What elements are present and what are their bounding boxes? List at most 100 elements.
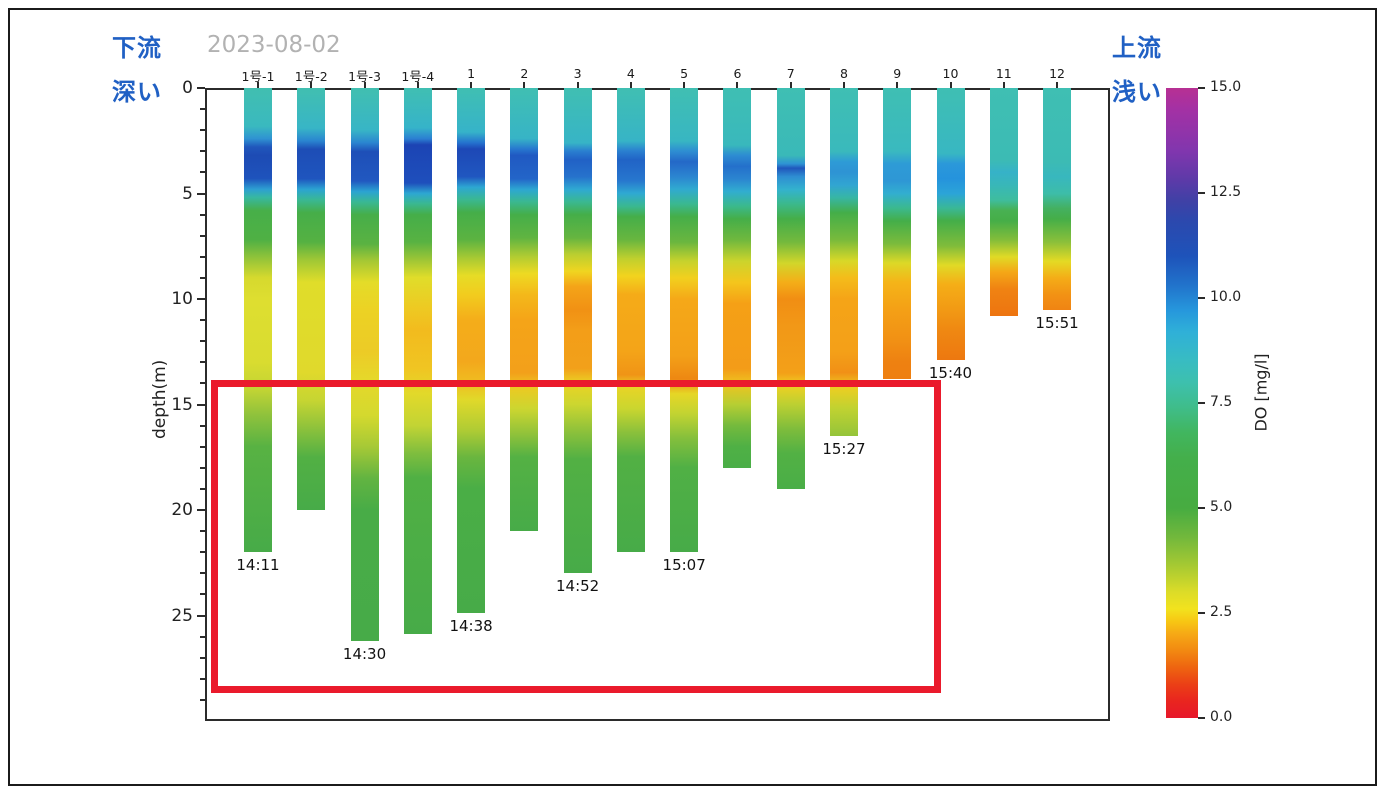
y-minor-tick (200, 466, 205, 469)
measurement-time-label: 15:07 (662, 556, 706, 574)
highlight-red-box (211, 380, 941, 693)
station-tick (1056, 82, 1059, 88)
date-title: 2023-08-02 (207, 32, 341, 58)
station-bar (670, 88, 699, 552)
y-minor-tick (200, 551, 205, 554)
colorbar-tick (1198, 507, 1205, 509)
station-bar (989, 88, 1018, 316)
y-minor-tick (200, 129, 205, 132)
colorbar-tick (1198, 402, 1205, 404)
station-label: 4 (626, 66, 635, 81)
station-tick (576, 82, 579, 88)
y-minor-tick (200, 572, 205, 575)
station-label: 1号-3 (348, 69, 381, 84)
station-label: 2 (520, 66, 529, 81)
y-major-tick (197, 509, 205, 511)
plot-area (205, 88, 1110, 721)
upstream-label: 上流 (1112, 34, 1162, 62)
measurement-time-label: 14:38 (449, 617, 493, 635)
y-minor-tick (200, 108, 205, 111)
station-label: 8 (839, 66, 848, 81)
measurement-time-label: 15:51 (1035, 314, 1079, 332)
measurement-time-label: 15:27 (822, 440, 866, 458)
colorbar-tick-label: 5.0 (1210, 499, 1233, 515)
station-tick (896, 82, 899, 88)
y-major-tick (197, 87, 205, 89)
station-bar (616, 88, 645, 552)
station-bar (723, 88, 752, 468)
station-tick (416, 82, 419, 88)
y-minor-tick (200, 361, 205, 364)
colorbar-tick-label: 0.0 (1210, 709, 1233, 725)
station-bar (244, 88, 272, 552)
station-bar (510, 88, 539, 531)
colorbar-tick-label: 10.0 (1210, 289, 1242, 305)
colorbar-tick (1198, 612, 1205, 614)
y-major-tick (197, 403, 205, 406)
measurement-time-label: 14:30 (342, 645, 387, 663)
y-minor-tick (200, 255, 205, 258)
colorbar-tick-label: 7.5 (1210, 394, 1233, 410)
y-minor-tick (200, 319, 205, 322)
station-bar (776, 88, 805, 489)
station-label: 5 (680, 66, 689, 81)
station-label: 12 (1049, 66, 1065, 81)
station-label: 1号-4 (401, 69, 435, 84)
station-label: 10 (942, 66, 959, 81)
station-bar (563, 88, 592, 573)
y-major-tick (197, 614, 205, 617)
y-minor-tick (200, 445, 205, 448)
y-minor-tick (200, 171, 205, 174)
station-tick (949, 82, 952, 88)
y-minor-tick (200, 424, 205, 427)
station-tick (789, 82, 792, 88)
station-label: 3 (573, 66, 582, 81)
station-tick (683, 82, 686, 88)
station-tick (1002, 82, 1005, 88)
station-label: 1号-1 (241, 69, 275, 84)
deep-label: 深い (112, 78, 162, 106)
station-tick (523, 82, 526, 88)
y-major-tick (197, 298, 205, 300)
station-bar (883, 88, 912, 379)
station-label: 1 (467, 66, 476, 81)
y-tick-label: 0 (182, 78, 193, 98)
station-label: 9 (893, 66, 902, 81)
y-tick-label: 25 (171, 605, 193, 626)
station-tick (736, 82, 739, 88)
figure-border (8, 8, 1377, 786)
station-label: 6 (733, 66, 742, 81)
station-label: 1号-2 (294, 69, 328, 84)
y-minor-tick (200, 593, 205, 596)
y-minor-tick (200, 698, 205, 701)
y-tick-label: 10 (171, 289, 193, 309)
station-bar (297, 88, 326, 510)
y-minor-tick (200, 213, 205, 216)
colorbar-tick (1198, 717, 1205, 719)
station-tick (310, 82, 313, 88)
station-tick (257, 82, 259, 88)
y-minor-tick (200, 530, 205, 533)
colorbar-tick-label: 2.5 (1210, 604, 1233, 620)
y-minor-tick (200, 382, 205, 385)
y-minor-tick (200, 234, 205, 237)
station-tick (842, 82, 845, 88)
station-label: 11 (995, 66, 1012, 81)
colorbar-gradient (1166, 88, 1198, 718)
colorbar-tick (1198, 192, 1205, 194)
station-bar (457, 88, 486, 613)
y-major-tick (197, 192, 205, 195)
station-bar (936, 88, 965, 360)
y-minor-tick (200, 487, 205, 490)
downstream-label: 下流 (112, 34, 162, 62)
station-tick (470, 82, 473, 88)
y-minor-tick (200, 340, 205, 343)
y-tick-label: 15 (171, 394, 193, 415)
colorbar-tick (1198, 87, 1205, 89)
shallow-label: 浅い (1112, 78, 1162, 106)
station-bar (1043, 88, 1072, 310)
station-bar (403, 88, 432, 634)
station-bar (350, 88, 379, 641)
measurement-time-label: 14:52 (555, 577, 600, 595)
